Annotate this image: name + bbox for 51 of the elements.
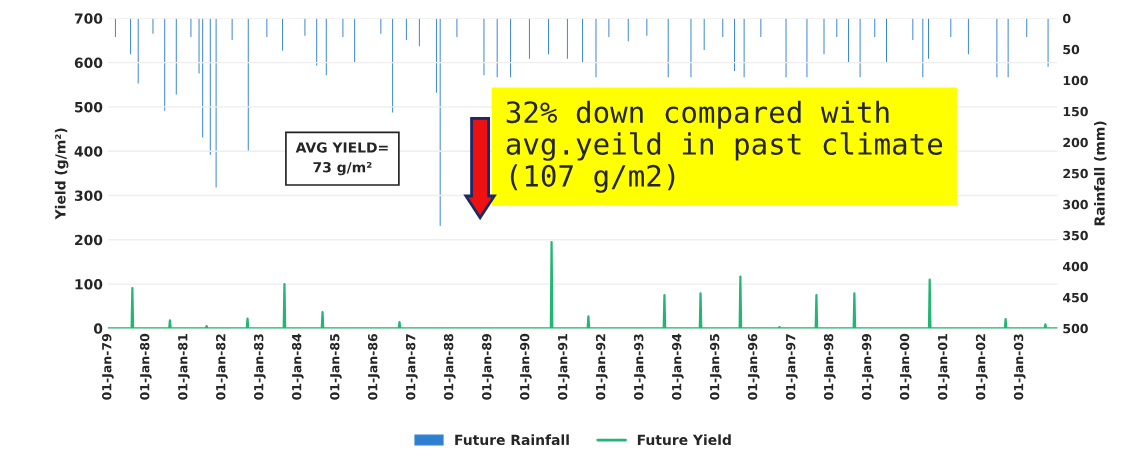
legend-label: Future Rainfall [455,434,569,446]
x-tick-label: 01-Jan-02 [975,334,988,400]
x-tick-label: 01-Jan-97 [785,334,798,400]
y-tick-label: 700 [74,13,103,24]
y2-tick-label: 300 [1063,199,1088,210]
annotation: 32% down compared with avg.yeild in past climate (107 g/m2) [506,100,943,193]
x-tick-label: 01-Jan-96 [747,333,760,400]
x-tick-label: 01-Jan-00 [899,333,912,400]
y2-tick-label: 100 [1063,75,1088,86]
x-tick-label: 01-Jan-83 [253,334,266,400]
x-tick-label: 01-Jan-88 [443,334,456,400]
x-tick-label: 01-Jan-94 [671,333,684,400]
x-tick-label: 01-Jan-82 [216,334,228,400]
x-tick-label: 01-Jan-01 [937,334,950,400]
x-tick-label: 01-Jan-99 [861,334,874,400]
y-tick-label: 200 [75,234,103,246]
y2-tick-label: 150 [1063,106,1088,117]
y-tick-label: 0 [93,323,103,334]
x-tick-label: 01-Jan-85 [330,334,342,400]
y-tick-label: 400 [74,146,103,157]
x-tick-label: 01-Jan-81 [178,334,190,400]
y-tick-label: 100 [75,279,103,290]
x-tick-label: 01-Jan-89 [481,334,494,400]
x-tick-label: 01-Jan-93 [633,334,646,400]
y-tick-label: 600 [74,57,103,69]
x-tick-label: 01-Jan-92 [595,334,608,400]
x-tick-label: 01-Jan-90 [519,333,532,400]
y2-tick-label: 200 [1063,137,1088,148]
y2-tick-label: 250 [1063,168,1088,179]
x-tick-label: 01-Jan-79 [101,334,114,400]
x-tick-label: 01-Jan-86 [367,333,380,400]
x-tick-label: 01-Jan-98 [823,334,836,400]
x-tick-label: 01-Jan-80 [139,333,152,400]
x-tick-label: 01-Jan-91 [557,334,570,400]
y-axis-title: Yield (g/m²) [54,128,69,220]
y2-tick-label: 50 [1063,44,1080,55]
x-tick-label: 01-Jan-87 [405,334,418,400]
x-tick-label: 01-Jan-03 [1013,334,1026,400]
legend-label: Future Yield [637,434,731,446]
annotation: AVG YIELD= 73 g/m² [295,142,388,176]
y2-tick-label: 400 [1062,261,1088,272]
y-tick-label: 500 [75,101,103,113]
y2-tick-label: 0 [1062,13,1071,24]
y2-tick-label: 350 [1063,230,1088,241]
x-tick-label: 01-Jan-84 [291,333,304,400]
y2-axis-title: Rainfall (mm) [1094,121,1107,226]
line-series [107,240,1058,329]
y2-tick-label: 500 [1063,323,1088,334]
y-tick-label: 300 [74,190,103,201]
y2-tick-label: 450 [1062,292,1088,303]
x-tick-label: 01-Jan-95 [709,334,722,400]
